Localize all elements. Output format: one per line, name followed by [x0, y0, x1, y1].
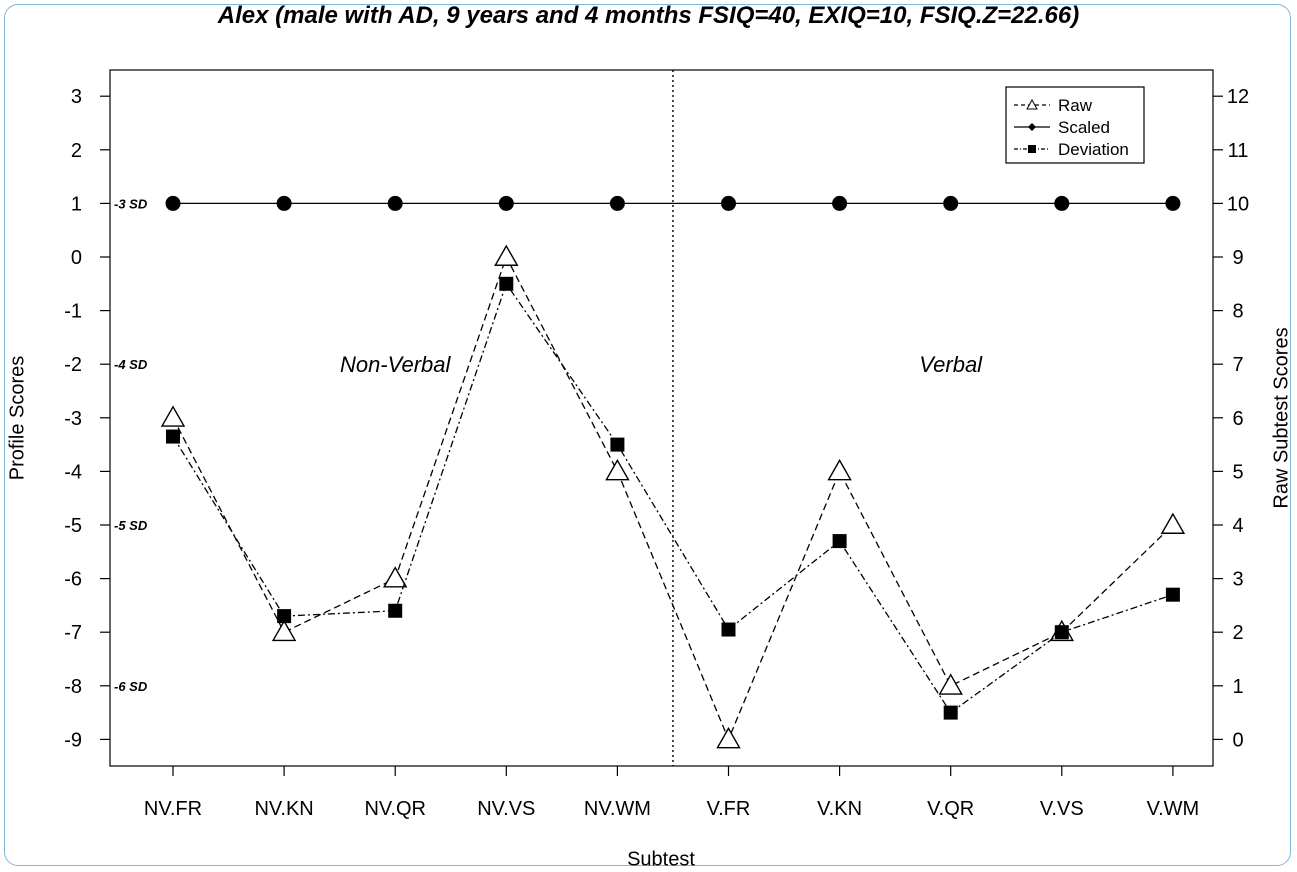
y-tick-label: -5 — [64, 515, 82, 537]
sd-label: -5 SD — [114, 518, 148, 533]
data-point-scaled — [943, 195, 959, 211]
y-tick-label: -1 — [64, 301, 82, 323]
plot-area — [109, 69, 1214, 767]
y2-tick-label: 6 — [1232, 408, 1243, 430]
series-deviation — [166, 276, 1180, 720]
data-point-scaled — [165, 195, 181, 211]
chart-title: Alex (male with AD, 9 years and 4 months… — [217, 2, 1080, 29]
data-point-deviation — [499, 276, 514, 291]
legend-marker-raw — [1026, 98, 1038, 110]
x-tick-label: NV.VS — [477, 798, 535, 820]
y-tick-label: 2 — [71, 140, 82, 162]
sd-label: -6 SD — [114, 679, 148, 694]
x-tick-label: NV.WM — [584, 798, 651, 820]
data-point-deviation — [1054, 625, 1069, 640]
y2-tick-label: 9 — [1232, 247, 1243, 269]
y2-tick-label: 8 — [1232, 301, 1243, 323]
y2-tick-label: 11 — [1228, 140, 1249, 162]
data-point-deviation — [277, 609, 292, 624]
data-point-raw — [271, 619, 297, 642]
group-label: Verbal — [919, 352, 983, 377]
data-point-raw — [605, 458, 630, 481]
y-tick-label: 0 — [71, 247, 82, 269]
data-point-deviation — [832, 534, 847, 549]
series-line-raw — [172, 255, 1174, 742]
data-point-deviation — [943, 705, 958, 720]
data-point-scaled — [1165, 195, 1181, 211]
data-point-scaled — [609, 195, 625, 211]
y2-tick-label: 4 — [1232, 515, 1243, 537]
y-tick-label: 1 — [71, 193, 82, 215]
y-tick-label: -7 — [64, 622, 82, 644]
y2-tick-label: 7 — [1232, 354, 1243, 376]
data-point-deviation — [388, 603, 403, 618]
series-line-deviation — [172, 282, 1174, 714]
legend-marker-deviation — [1028, 145, 1036, 153]
y-tick-label: -4 — [64, 461, 82, 483]
y2-tick-label: 3 — [1232, 569, 1243, 591]
y-tick-label: 3 — [71, 86, 82, 108]
x-tick-label: V.QR — [927, 798, 974, 820]
figure-frame — [4, 4, 1291, 866]
data-point-deviation — [721, 622, 736, 637]
legend-label-scaled: Scaled — [1058, 118, 1110, 137]
data-point-scaled — [1054, 195, 1070, 211]
x-axis-label: Subtest — [627, 848, 695, 871]
x-tick-label: V.FR — [707, 798, 751, 820]
y2-tick-label: 10 — [1227, 193, 1249, 215]
y2-tick-label: 0 — [1232, 729, 1243, 751]
data-point-raw — [160, 405, 186, 427]
data-point-deviation — [166, 429, 180, 444]
data-point-scaled — [721, 195, 736, 211]
data-point-scaled — [276, 195, 292, 211]
y-tick-label: -3 — [64, 408, 82, 430]
data-point-scaled — [387, 195, 403, 211]
x-tick-label: NV.FR — [144, 798, 202, 820]
sd-label: -3 SD — [114, 196, 148, 211]
x-tick-label: V.VS — [1040, 798, 1084, 820]
left-y-axis: 3 2 1 0 -1 -2 -3 -4 -5 -6 -7 -8 -9 — [64, 86, 110, 751]
y-tick-label: -9 — [64, 729, 82, 751]
data-point-deviation — [1165, 587, 1180, 602]
y2-tick-label: 2 — [1232, 622, 1243, 644]
group-label: Non-Verbal — [340, 352, 452, 377]
legend-label-raw: Raw — [1058, 96, 1093, 115]
y-tick-label: -6 — [64, 569, 82, 591]
x-tick-label: NV.KN — [254, 798, 313, 820]
y2-tick-label: 12 — [1227, 86, 1249, 108]
y2-tick-label: 5 — [1232, 461, 1243, 483]
data-point-raw — [938, 673, 963, 695]
data-point-raw — [827, 458, 852, 481]
data-point-raw — [494, 244, 519, 266]
y-tick-label: -8 — [64, 676, 82, 698]
x-tick-label: NV.QR — [364, 798, 426, 820]
sd-label: -4 SD — [114, 357, 148, 372]
data-point-scaled — [832, 195, 848, 211]
legend-label-deviation: Deviation — [1058, 140, 1129, 159]
x-axis: NV.FR NV.KN NV.QR NV.VS NV.WM V.FR V.KN V.QR V.V… — [144, 766, 1199, 820]
y-tick-label: -2 — [64, 354, 82, 376]
y2-tick-label: 1 — [1232, 676, 1243, 698]
data-point-raw — [716, 726, 741, 749]
x-tick-label: V.WM — [1147, 798, 1200, 820]
data-point-raw — [382, 566, 408, 588]
data-point-scaled — [498, 195, 514, 211]
data-point-raw — [1160, 512, 1186, 534]
legend: Raw Scaled Deviation — [1005, 86, 1145, 164]
data-point-deviation — [610, 437, 625, 452]
legend-marker-scaled — [1028, 123, 1036, 131]
series-scaled — [165, 195, 1181, 211]
x-tick-label: V.KN — [817, 798, 862, 820]
